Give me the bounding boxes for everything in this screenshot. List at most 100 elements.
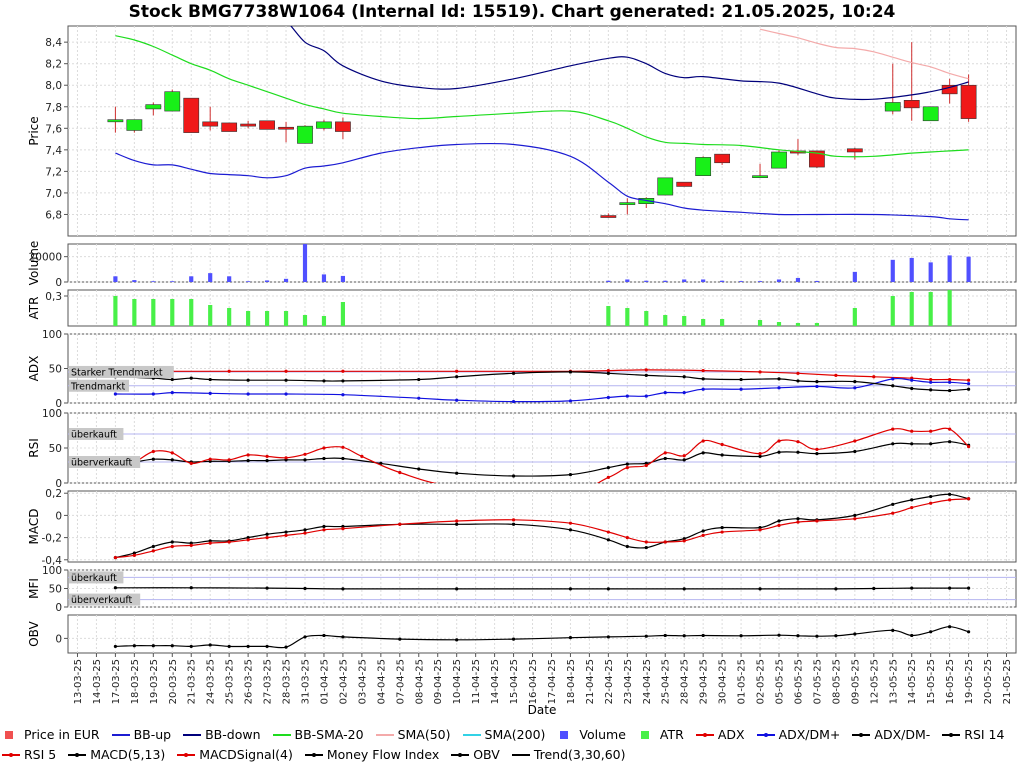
volume-bar: [738, 281, 744, 282]
series-point: [948, 440, 952, 444]
atr-bar: [151, 299, 156, 326]
legend-label: MACDSignal(4): [199, 747, 293, 762]
series-point: [606, 466, 610, 470]
candle-body: [259, 120, 275, 130]
series-point: [644, 394, 648, 398]
panel-atr: 0,3 ATR: [27, 289, 1017, 327]
series-point: [227, 540, 231, 544]
series-line: [115, 427, 970, 483]
panel-plot-adx: [68, 368, 1016, 403]
series-point: [663, 451, 667, 455]
candle-body: [619, 202, 636, 205]
x-tick-label: 23-04-25: [623, 659, 634, 704]
series-point: [303, 528, 307, 532]
series-point: [303, 458, 307, 462]
series-point: [568, 473, 573, 477]
series-point: [341, 635, 345, 639]
candle-body: [221, 122, 238, 132]
series-line: [759, 28, 969, 80]
panel-plot-atr: [113, 290, 952, 326]
volume-bar: [227, 276, 232, 282]
series-point: [682, 454, 686, 458]
x-tick-label: 29-04-25: [699, 659, 710, 704]
series-point: [815, 447, 819, 451]
series-point: [398, 470, 402, 475]
series-point: [929, 501, 933, 505]
x-tick-label: 30-04-25: [718, 659, 729, 704]
series-point: [170, 458, 174, 462]
series-point: [455, 398, 459, 402]
series-point: [113, 644, 117, 649]
threshold-label-bg: [69, 365, 174, 378]
legend-label: Money Flow Index: [326, 747, 440, 762]
legend-item: RSI 5: [2, 745, 56, 765]
x-tick-label: 31-03-25: [301, 659, 312, 704]
x-tick-label: 13-05-25: [888, 659, 899, 704]
series-point: [853, 449, 857, 454]
panel-macd: -0,4 -0,2 0 0,2 MACD: [27, 488, 1017, 567]
series-point: [758, 587, 762, 591]
legend-label: Price in EUR: [24, 727, 100, 742]
series-point: [796, 450, 800, 454]
legend-swatch: [304, 750, 323, 760]
x-tick-label: 27-03-25: [263, 659, 274, 704]
series-point: [663, 391, 667, 395]
series-point: [682, 587, 686, 591]
series-point: [758, 454, 762, 458]
candle-body: [960, 84, 977, 119]
threshold-label: überverkauft: [71, 595, 133, 606]
legend-item: ADX: [695, 725, 745, 745]
series-point: [967, 586, 971, 590]
x-axis: 13-03-25 14-03-25 17-03-25 18-03-25 19-03-25…: [73, 653, 1013, 717]
series-point: [246, 644, 250, 649]
x-tick-label: 21-05-25: [1002, 659, 1013, 704]
y-axis-label: ADX: [27, 356, 41, 382]
series-point: [189, 543, 193, 547]
series-point: [170, 391, 174, 395]
series-point: [777, 450, 781, 454]
series-point: [853, 632, 857, 636]
x-tick-label: 24-03-25: [206, 659, 217, 704]
series-point: [891, 384, 895, 388]
y-tick-label: 50: [49, 364, 62, 376]
x-tick-label: 07-05-25: [812, 659, 823, 704]
legend-swatch: [375, 730, 394, 740]
series-point: [853, 513, 857, 518]
series-point: [265, 644, 269, 649]
panel-frame: [67, 243, 1017, 283]
series-point: [303, 531, 307, 535]
legend-label: BB-SMA-20: [294, 727, 364, 742]
candle-body: [846, 148, 863, 153]
series-point: [891, 427, 895, 431]
series-point: [701, 533, 705, 537]
legend-swatch: [177, 750, 196, 760]
legend-swatch: [2, 750, 20, 760]
volume-bar: [663, 280, 668, 282]
series-point: [227, 644, 231, 649]
series-point: [246, 535, 250, 540]
x-tick-label: 28-03-25: [282, 659, 293, 704]
volume-bar: [151, 281, 156, 282]
x-tick-label: 02-04-25: [338, 659, 349, 704]
series-point: [910, 442, 914, 446]
y-axis-label: MFI: [27, 578, 41, 599]
series-point: [568, 399, 573, 403]
series-point: [189, 541, 193, 545]
volume-bar: [625, 279, 630, 282]
candle-body: [126, 119, 143, 131]
series-point: [341, 445, 345, 449]
series-point: [910, 498, 914, 502]
series-point: [113, 586, 117, 590]
series-point: [777, 519, 781, 523]
series-point: [246, 538, 250, 542]
volume-bar: [302, 244, 308, 282]
atr-bar: [132, 299, 137, 326]
series-point: [511, 522, 516, 526]
legend-label: ADX: [717, 727, 745, 742]
x-tick-label: 18-03-25: [130, 659, 141, 704]
series-point: [701, 377, 705, 381]
candle-body: [297, 125, 313, 144]
panel-plot-mfi: [68, 576, 1016, 601]
series-point: [777, 377, 781, 381]
